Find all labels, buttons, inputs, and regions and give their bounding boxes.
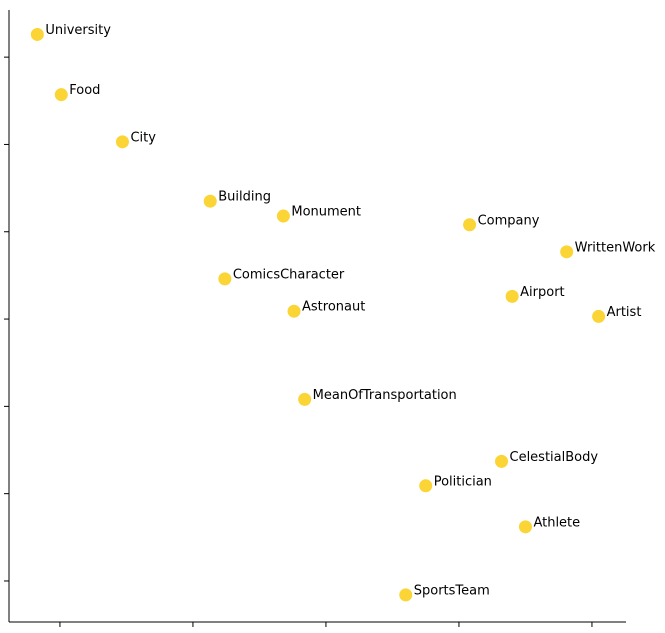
point xyxy=(463,218,477,232)
point xyxy=(54,88,68,102)
point xyxy=(592,309,606,323)
point-label: Airport xyxy=(520,285,565,300)
point-label: University xyxy=(45,23,111,38)
point xyxy=(399,588,413,602)
point xyxy=(30,27,44,41)
point-label: SportsTeam xyxy=(414,583,490,598)
point xyxy=(203,194,217,208)
point-label: Company xyxy=(478,213,540,228)
point-label: Building xyxy=(218,190,271,205)
point xyxy=(287,304,301,318)
point-label: Monument xyxy=(291,205,361,220)
point-label: WrittenWork xyxy=(575,240,656,255)
point xyxy=(495,454,509,468)
point-label: Astronaut xyxy=(302,300,365,315)
point xyxy=(218,272,232,286)
point-label: CelestialBody xyxy=(510,450,599,465)
point xyxy=(298,392,312,406)
point xyxy=(518,520,532,534)
point xyxy=(419,479,433,493)
point-label: Athlete xyxy=(533,515,580,530)
point-label: Politician xyxy=(434,474,492,489)
point xyxy=(505,289,519,303)
point-label: City xyxy=(130,130,156,145)
point-label: Food xyxy=(69,83,100,98)
point-label: MeanOfTransportation xyxy=(313,388,457,403)
point-label: Artist xyxy=(607,305,642,320)
point-label: ComicsCharacter xyxy=(233,267,345,282)
point xyxy=(560,245,574,259)
point xyxy=(115,135,129,149)
point xyxy=(276,209,290,223)
